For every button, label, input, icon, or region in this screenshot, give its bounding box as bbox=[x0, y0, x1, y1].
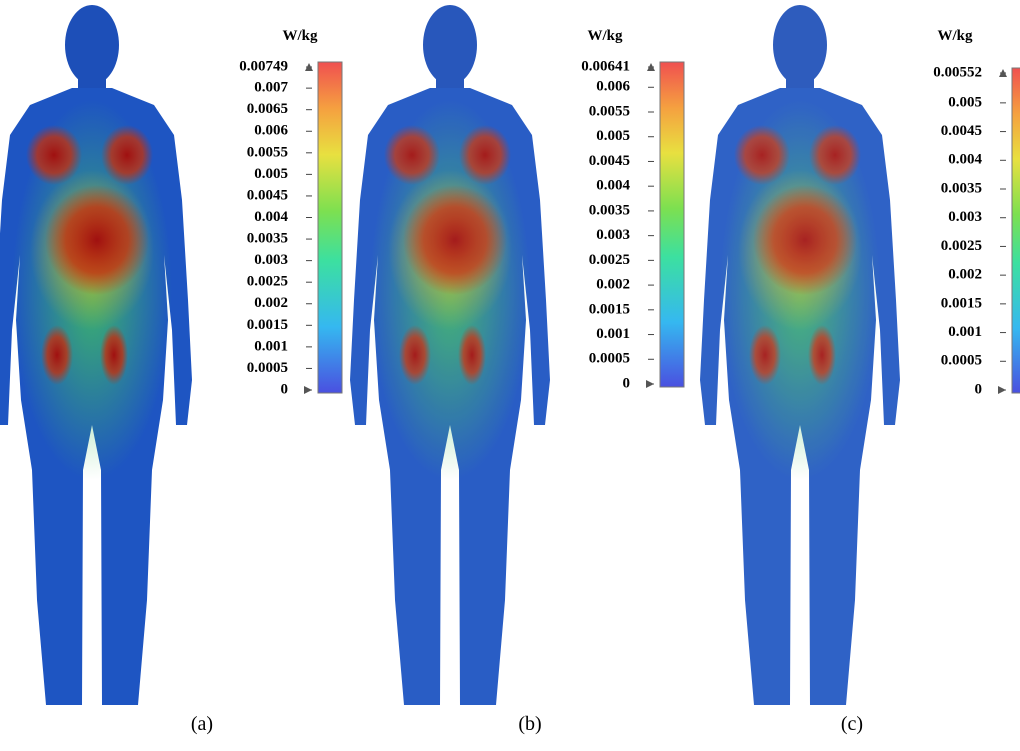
colorbar-tick-label: 0.0025 bbox=[589, 252, 630, 268]
colorbar-tick-label: 0.0035 bbox=[589, 202, 630, 218]
colorbar-tick-label: 0.0005 bbox=[941, 353, 982, 369]
colorbar-tick-label: 0.006 bbox=[254, 123, 288, 139]
colorbar-tick-label: 0.004 bbox=[254, 209, 288, 225]
colorbar-tick-label: 0.005 bbox=[596, 128, 630, 144]
colorbar-tick-label: 0.0035 bbox=[247, 231, 288, 247]
colorbar-tick-label: 0.00641 bbox=[581, 58, 630, 74]
colorbar bbox=[1012, 68, 1020, 393]
colorbar-tick-label: 0.001 bbox=[596, 326, 630, 342]
body-sar-map bbox=[350, 5, 550, 705]
colorbar-tick-label: 0.003 bbox=[948, 209, 982, 225]
colorbar-tick-label: 0.0035 bbox=[941, 180, 982, 196]
colorbar-unit: W/kg bbox=[937, 28, 973, 44]
colorbar-tick-label: 0.002 bbox=[948, 267, 982, 283]
colorbar-tick-label: 0.0055 bbox=[247, 144, 288, 160]
colorbar-tick-label: 0.0045 bbox=[247, 187, 288, 203]
colorbar-tick-label: 0.0045 bbox=[941, 123, 982, 139]
colorbar-tick-label: 0 bbox=[281, 381, 289, 397]
min-arrow bbox=[646, 380, 654, 388]
colorbar-tick-label: 0.004 bbox=[596, 178, 630, 194]
colorbar-tick-label: 0.0055 bbox=[589, 103, 630, 119]
colorbar-tick-label: 0.001 bbox=[254, 338, 288, 354]
colorbar-unit: W/kg bbox=[587, 28, 623, 44]
colorbar-tick-label: 0.00552 bbox=[933, 64, 982, 80]
colorbar-tick-label: 0.001 bbox=[948, 324, 982, 340]
colorbar-tick-label: 0.004 bbox=[948, 152, 982, 168]
colorbar-tick-label: 0 bbox=[975, 381, 983, 397]
body-sar-map bbox=[0, 5, 192, 705]
colorbar-tick-label: 0.002 bbox=[254, 295, 288, 311]
colorbar-tick-label: 0.003 bbox=[596, 227, 630, 243]
colorbar bbox=[318, 62, 342, 393]
colorbar-unit: W/kg bbox=[282, 28, 318, 44]
colorbar-tick-label: 0.0025 bbox=[941, 238, 982, 254]
colorbar-tick-label: 0.00749 bbox=[239, 58, 288, 74]
colorbar-tick-label: 0.0025 bbox=[247, 274, 288, 290]
colorbar-tick-label: 0.0015 bbox=[247, 317, 288, 333]
body-sar-map bbox=[700, 5, 900, 705]
figure: W/kg 0.00749 0.007 0.0065 0.006 0.0055 0.005 0.… bbox=[0, 0, 1020, 751]
caption: (b) bbox=[518, 713, 541, 735]
colorbar-tick-label: 0.005 bbox=[948, 94, 982, 110]
caption: (c) bbox=[841, 713, 863, 735]
colorbar-tick-label: 0.0005 bbox=[247, 360, 288, 376]
colorbar-tick-label: 0.0015 bbox=[941, 295, 982, 311]
colorbar-tick-label: 0.006 bbox=[596, 79, 630, 95]
colorbar-tick-label: 0.007 bbox=[254, 80, 288, 96]
min-arrow bbox=[998, 386, 1006, 394]
colorbar-tick-label: 0.002 bbox=[596, 277, 630, 293]
colorbar-tick-label: 0.0045 bbox=[589, 153, 630, 169]
colorbar-tick-label: 0 bbox=[623, 375, 631, 391]
colorbar-tick-label: 0.0015 bbox=[589, 301, 630, 317]
min-arrow bbox=[304, 386, 312, 394]
colorbar-tick-label: 0.0005 bbox=[589, 351, 630, 367]
colorbar-tick-label: 0.005 bbox=[254, 166, 288, 182]
colorbar-tick-label: 0.003 bbox=[254, 252, 288, 268]
colorbar bbox=[660, 62, 684, 387]
colorbar-tick-label: 0.0065 bbox=[247, 101, 288, 117]
page: W/kg 0.00749 0.007 0.0065 0.006 0.0055 0.005 0.… bbox=[0, 0, 1020, 751]
caption: (a) bbox=[191, 713, 213, 735]
